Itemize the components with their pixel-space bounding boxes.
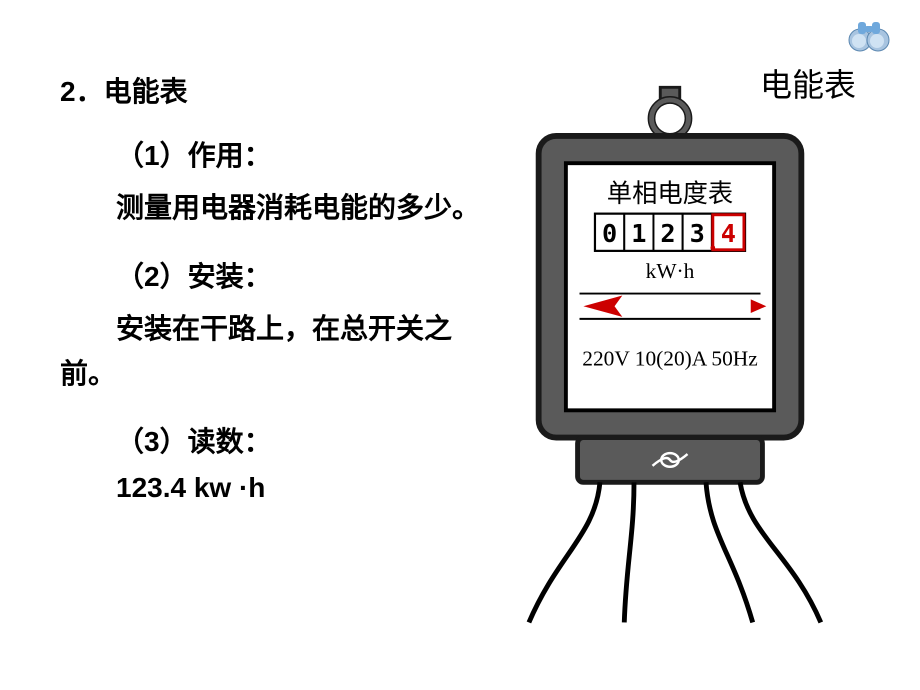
svg-text:1: 1 <box>631 219 646 248</box>
subsection-label-1: （1）作用： <box>60 134 480 174</box>
text-column: 2．电能表 （1）作用： 测量用电器消耗电能的多少。 （2）安装： 安装在干路上… <box>60 70 480 504</box>
svg-text:4: 4 <box>721 219 736 248</box>
figure-column: 电能表 单相电度表 0 1 2 <box>480 70 900 635</box>
meter-title-text: 单相电度表 <box>607 180 733 208</box>
subsection-desc-1: 测量用电器消耗电能的多少。 <box>60 186 480 231</box>
svg-text:3: 3 <box>690 219 705 248</box>
binoculars-icon <box>846 18 892 54</box>
figure-caption: 电能表 <box>760 60 856 106</box>
slide-content: 2．电能表 （1）作用： 测量用电器消耗电能的多少。 （2）安装： 安装在干路上… <box>0 0 920 635</box>
subsection-desc-2: 安装在干路上，在总开关之前。 <box>60 307 480 397</box>
meter-spec-text: 220V 10(20)A 50Hz <box>582 347 757 371</box>
subsection-label-2: （2）安装： <box>60 255 480 295</box>
meter-unit-text: kW·h <box>646 259 695 283</box>
reading-value: 123.4 kw ·h <box>60 472 480 504</box>
digit-row: 0 1 2 3 4 <box>595 214 745 251</box>
svg-text:0: 0 <box>602 219 617 248</box>
subsection-label-3: （3）读数： <box>60 420 480 460</box>
svg-text:2: 2 <box>660 219 675 248</box>
section-title: 2．电能表 <box>60 70 480 110</box>
electric-meter-illustration: 单相电度表 0 1 2 3 4 kW·h <box>490 70 850 630</box>
wires <box>529 482 821 622</box>
